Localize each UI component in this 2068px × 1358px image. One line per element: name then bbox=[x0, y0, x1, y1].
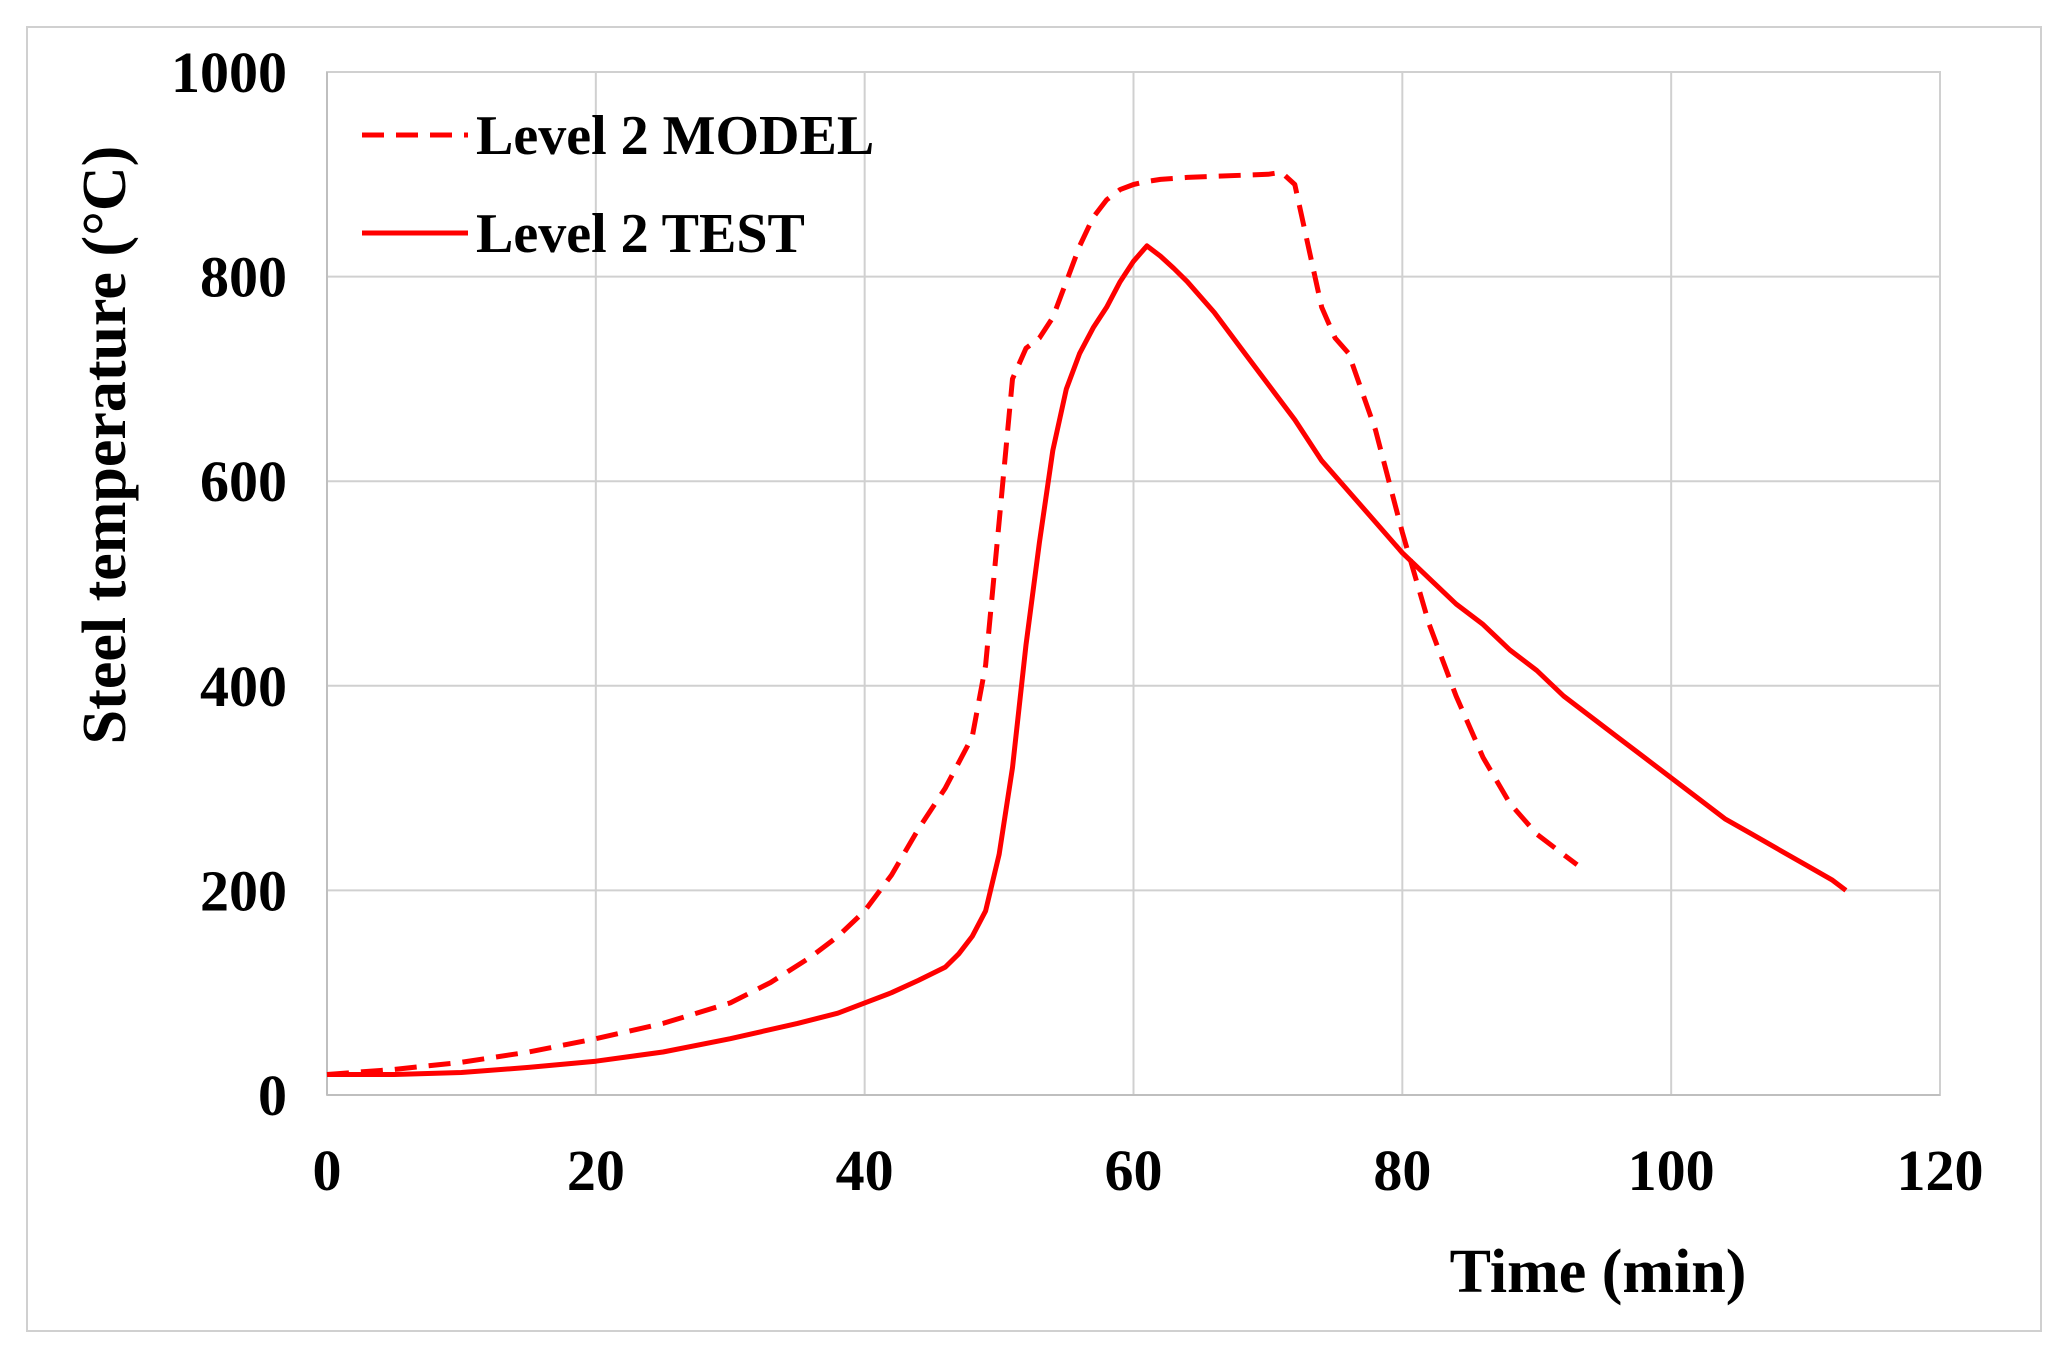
y-tick-label: 0 bbox=[258, 1063, 287, 1128]
y-tick-label: 200 bbox=[200, 858, 287, 923]
series-lines bbox=[326, 169, 1848, 1077]
y-tick-label: 400 bbox=[200, 654, 287, 719]
x-tick-label: 40 bbox=[836, 1138, 894, 1203]
chart-frame bbox=[26, 26, 2042, 1332]
axes bbox=[326, 72, 1940, 1096]
tick-labels: 0 20 40 60 80 100 120 0 200 400 600 800 1000 bbox=[171, 40, 1984, 1203]
y-tick-label: 800 bbox=[200, 245, 287, 310]
x-axis-title: Time (min) bbox=[1450, 1238, 1747, 1306]
series-line-test bbox=[327, 243, 1848, 1077]
legend: Level 2 MODEL Level 2 TEST bbox=[362, 105, 874, 265]
x-tick-label: 60 bbox=[1105, 1138, 1163, 1203]
x-tick-label: 0 bbox=[313, 1138, 342, 1203]
x-tick-label: 100 bbox=[1628, 1138, 1715, 1203]
x-tick-label: 80 bbox=[1373, 1138, 1431, 1203]
legend-label: Level 2 MODEL bbox=[476, 105, 874, 167]
y-tick-label: 1000 bbox=[171, 40, 287, 105]
y-axis-title: Steel temperature (°C) bbox=[71, 146, 139, 745]
series-line-model bbox=[326, 169, 1579, 1077]
y-tick-label: 600 bbox=[200, 449, 287, 514]
x-tick-label: 20 bbox=[567, 1138, 625, 1203]
x-tick-label: 120 bbox=[1897, 1138, 1984, 1203]
legend-label: Level 2 TEST bbox=[476, 203, 805, 265]
